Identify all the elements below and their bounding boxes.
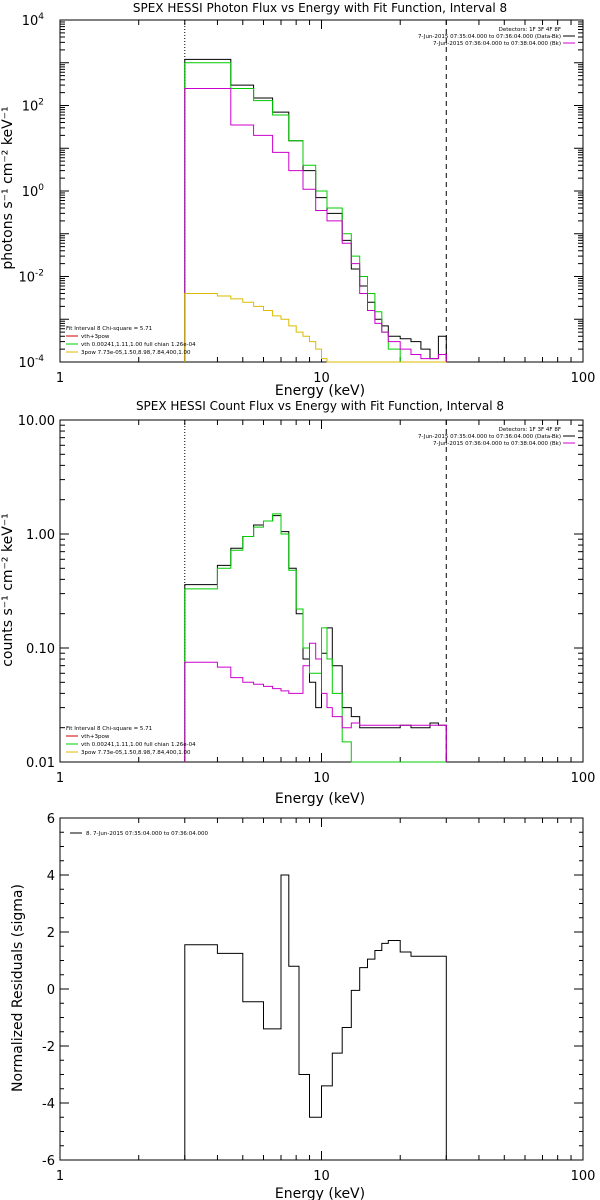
x-tick-label: 100 xyxy=(571,771,596,786)
photon-flux-xlabel: Energy (keV) xyxy=(275,383,365,399)
y-tick-label: 0.10 xyxy=(26,642,55,657)
y-tick-label: -2 xyxy=(42,1040,55,1055)
y-tick-label: 10-2 xyxy=(18,269,44,286)
y-tick-label: 104 xyxy=(22,12,45,29)
legend-bottomleft-text: Fit Interval 8 Chi-square = 5.71 xyxy=(66,726,152,732)
x-tick-label: 1 xyxy=(56,1169,64,1184)
series-vth-3pow xyxy=(184,513,447,763)
legend-bottomleft-text: vth+3pow xyxy=(81,734,110,740)
x-tick-label: 10 xyxy=(313,771,330,786)
legend-bottomleft-text: vth 0.00241,1.11,1.00 full chian 1.26e-0… xyxy=(81,742,196,748)
y-tick-label: 1.00 xyxy=(26,528,55,543)
y-tick-label: 6 xyxy=(47,812,55,827)
plot-residuals: Energy (keV) Normalized Residuals (sigma… xyxy=(10,812,595,1200)
series-bk xyxy=(184,88,447,362)
legend-topright-text: Detectors: 1F 3F 4F 8F xyxy=(499,27,561,33)
y-tick-label: 10-4 xyxy=(18,354,44,371)
y-tick-label: -6 xyxy=(42,1154,55,1169)
legend-topright-text: 7-Jun-2015 07:36:04.000 to 07:38:04.000 … xyxy=(433,441,561,447)
legend-bottomleft-text: 3pow 7.73e-05,1.50,8.98,7.84,400,1.00 xyxy=(81,350,191,356)
y-tick-label: 0.01 xyxy=(26,756,55,771)
residuals-ylabel: Normalized Residuals (sigma) xyxy=(10,884,26,1092)
y-tick-label: -4 xyxy=(42,1097,55,1112)
y-tick-label: 0 xyxy=(47,983,55,998)
series-3pow xyxy=(184,293,447,363)
plot-frame xyxy=(59,419,584,763)
legend-topright-text: 7-Jun-2015 07:36:04.000 to 07:38:04.000 … xyxy=(433,41,561,47)
series-residuals xyxy=(184,874,447,1160)
count-flux-xlabel: Energy (keV) xyxy=(275,791,365,807)
x-tick-label: 100 xyxy=(571,371,596,386)
y-tick-label: 10.00 xyxy=(18,414,55,429)
count-flux-ylabel: counts s⁻¹ cm⁻² keV⁻¹ xyxy=(0,513,16,667)
x-tick-label: 1 xyxy=(56,771,64,786)
y-tick-label: 102 xyxy=(22,98,44,115)
legend-topleft-text: 8. 7-Jun-2015 07:35:04.000 to 07:36:04.0… xyxy=(86,831,209,837)
x-tick-label: 100 xyxy=(571,1169,596,1184)
plot-photon-flux: SPEX HESSI Photon Flux vs Energy with Fi… xyxy=(0,1,595,399)
y-tick-label: 2 xyxy=(47,926,55,941)
legend-bottomleft-text: vth+3pow xyxy=(81,334,110,340)
series-vth-3pow xyxy=(184,62,447,363)
legend-bottomleft-text: vth 0.00241,1.11,1.00 full chian 1.26e-0… xyxy=(81,342,196,348)
x-tick-label: 10 xyxy=(313,371,330,386)
legend-bottomleft-text: 3pow 7.73e-05,1.50,8.98,7.84,400,1.00 xyxy=(81,750,191,756)
x-tick-label: 1 xyxy=(56,371,64,386)
y-tick-label: 100 xyxy=(22,183,45,200)
photon-flux-ylabel: photons s⁻¹ cm⁻² keV⁻¹ xyxy=(0,106,16,269)
legend-bottomleft-text: Fit Interval 8 Chi-square = 5.71 xyxy=(66,326,152,332)
series-bk xyxy=(184,642,447,762)
x-tick-label: 10 xyxy=(313,1169,330,1184)
legend-topright-text: 7-Jun-2015 07:35:04.000 to 07:36:04.000 … xyxy=(418,34,561,40)
y-tick-label: 4 xyxy=(47,869,55,884)
plot-count-flux: SPEX HESSI Count Flux vs Energy with Fit… xyxy=(0,399,595,807)
residuals-xlabel: Energy (keV) xyxy=(275,1186,365,1200)
legend-topright-text: 7-Jun-2015 07:35:04.000 to 07:36:04.000 … xyxy=(418,434,561,440)
count-flux-title: SPEX HESSI Count Flux vs Energy with Fit… xyxy=(136,399,504,413)
legend-topright-text: Detectors: 1F 3F 4F 8F xyxy=(499,427,561,433)
photon-flux-title: SPEX HESSI Photon Flux vs Energy with Fi… xyxy=(133,1,507,15)
